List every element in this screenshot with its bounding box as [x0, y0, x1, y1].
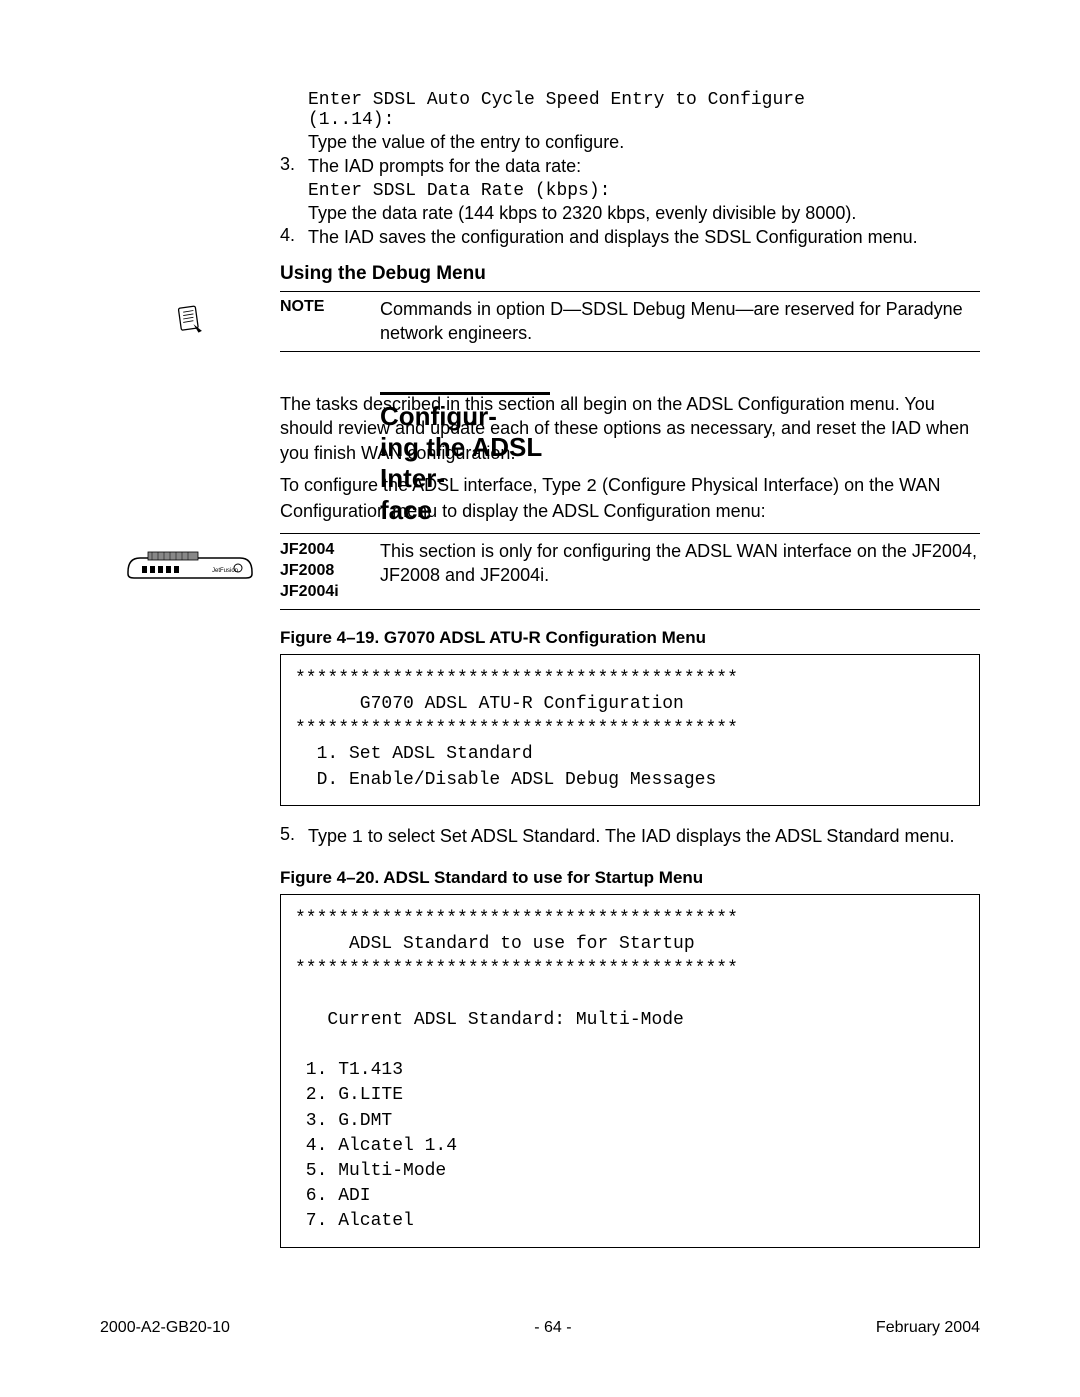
device-icon-col: JetFusion	[100, 540, 280, 602]
item5-mono: 1	[352, 828, 363, 848]
adsl-section: Configur- ing the ADSL Inter- face The t…	[280, 392, 980, 1248]
modem-icon: JetFusion	[120, 544, 260, 584]
page: Enter SDSL Auto Cycle Speed Entry to Con…	[0, 0, 1080, 1397]
list-item-3: 3. The IAD prompts for the data rate:	[280, 154, 980, 178]
list-body-3: The IAD prompts for the data rate:	[308, 154, 980, 178]
item5-after: to select Set ADSL Standard. The IAD dis…	[363, 826, 955, 846]
list-num-5: 5.	[280, 824, 308, 850]
list-item-4: 4. The IAD saves the configuration and d…	[280, 225, 980, 249]
footer-center: - 64 -	[534, 1319, 571, 1337]
note-icon-col	[100, 298, 280, 345]
footer: 2000-A2-GB20-10 - 64 - February 2004	[100, 1319, 980, 1337]
list-body-4: The IAD saves the configuration and disp…	[308, 225, 980, 249]
footer-right: February 2004	[876, 1319, 980, 1337]
note-icon	[173, 302, 207, 336]
note-label: NOTE	[280, 298, 380, 345]
sdsl-instr1: Type the value of the entry to configure…	[308, 130, 980, 154]
svg-text:JetFusion: JetFusion	[212, 568, 238, 574]
device-text: This section is only for configuring the…	[380, 540, 980, 602]
fig19-box: ****************************************…	[280, 654, 980, 806]
top-block: Enter SDSL Auto Cycle Speed Entry to Con…	[280, 90, 980, 352]
list-num-4: 4.	[280, 225, 308, 249]
sdsl-prompt-line2: (1..14):	[308, 110, 980, 130]
note-block: NOTE Commands in option D—SDSL Debug Men…	[280, 291, 980, 352]
list-item-5: 5. Type 1 to select Set ADSL Standard. T…	[280, 824, 980, 850]
fig20-caption: Figure 4–20. ADSL Standard to use for St…	[280, 868, 980, 888]
list-num-3: 3.	[280, 154, 308, 178]
sdsl-instr2: Type the data rate (144 kbps to 2320 kbp…	[308, 201, 980, 225]
footer-left: 2000-A2-GB20-10	[100, 1319, 230, 1337]
sdsl-prompt2: Enter SDSL Data Rate (kbps):	[308, 181, 980, 201]
fig19-caption: Figure 4–19. G7070 ADSL ATU-R Configurat…	[280, 628, 980, 648]
list-body-5: Type 1 to select Set ADSL Standard. The …	[308, 824, 980, 850]
debug-heading: Using the Debug Menu	[280, 263, 980, 285]
sdsl-prompt-line1: Enter SDSL Auto Cycle Speed Entry to Con…	[308, 90, 980, 110]
sidebar-heading: Configur- ing the ADSL Inter- face	[380, 392, 550, 526]
device-block: JetFusion JF2004 JF2008 JF2004i This sec…	[280, 533, 980, 609]
adsl-para2-mono: 2	[586, 477, 597, 497]
fig20-box: ****************************************…	[280, 894, 980, 1247]
note-text: Commands in option D—SDSL Debug Menu—are…	[380, 298, 980, 345]
main-content: Enter SDSL Auto Cycle Speed Entry to Con…	[280, 90, 980, 1248]
item5-before: Type	[308, 826, 352, 846]
device-models: JF2004 JF2008 JF2004i	[280, 540, 380, 602]
